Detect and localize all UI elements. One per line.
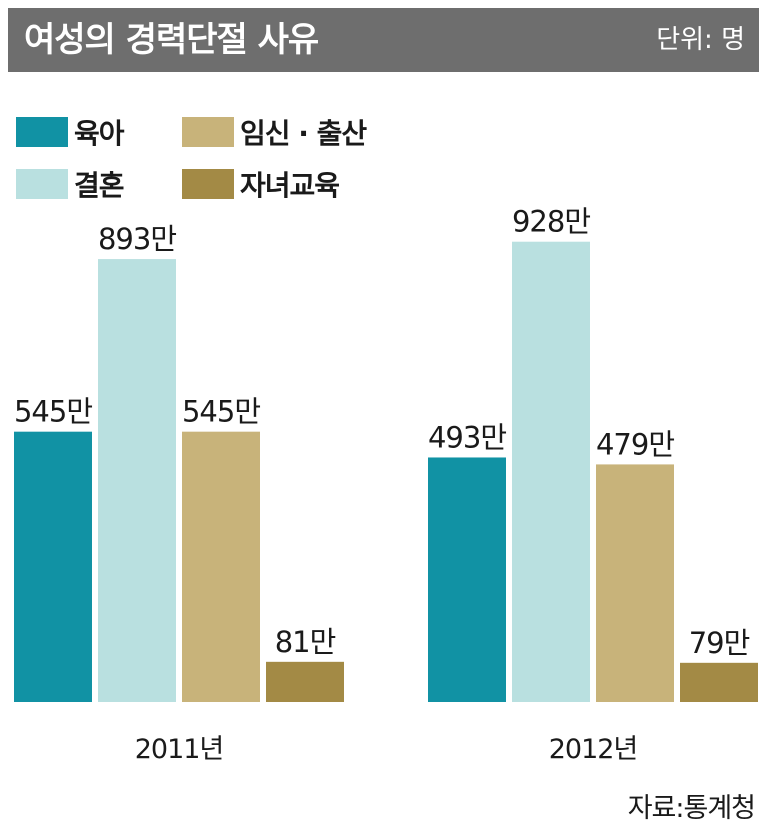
source-label: 자료:통계청 [627,793,756,824]
legend-item-자녀교육: 자녀교육 [182,164,340,204]
bar-2011년-임신·출산 [182,431,260,702]
data-label-2012년-임신·출산: 479만 [596,427,674,461]
data-label-2011년-결혼: 893만 [98,222,176,256]
data-label-2012년-자녀교육: 79만 [689,626,750,660]
legend-item-결혼: 결혼 [16,164,125,204]
legend-swatch-결혼 [16,169,68,199]
legend-label-결혼: 결혼 [74,169,125,202]
legend-label-자녀교육: 자녀교육 [240,169,340,202]
legend-swatch-자녀교육 [182,169,234,199]
unit-label: 단위: 명 [656,25,745,55]
data-label-2012년-결혼: 928만 [512,205,590,239]
data-label-2012년-육아: 493만 [428,420,506,454]
category-label-2012년: 2012년 [549,734,638,765]
legend-item-임신출산: 임신 · 출산 [182,112,367,152]
category-label-2011년: 2011년 [135,734,224,765]
data-label-2011년-자녀교육: 81만 [275,625,336,659]
legend-swatch-육아 [16,117,68,147]
legend-item-육아: 육아 [16,112,125,152]
bar-2012년-육아 [428,457,506,702]
legend-label-육아: 육아 [74,117,125,150]
chart-title: 여성의 경력단절 사유 [24,20,319,60]
data-label-2011년-임신·출산: 545만 [182,395,260,429]
bar-2012년-결혼 [512,241,590,702]
bar-2012년-자녀교육 [680,662,758,702]
legend-label-임신출산: 임신 · 출산 [240,117,367,150]
bar-2011년-결혼 [98,259,176,702]
bar-2011년-육아 [14,431,92,702]
bar-2012년-임신·출산 [596,464,674,702]
bar-2011년-자녀교육 [266,661,344,702]
legend-swatch-임신출산 [182,117,234,147]
data-label-2011년-육아: 545만 [14,395,92,429]
title-bar: 여성의 경력단절 사유 단위: 명 [8,8,759,72]
